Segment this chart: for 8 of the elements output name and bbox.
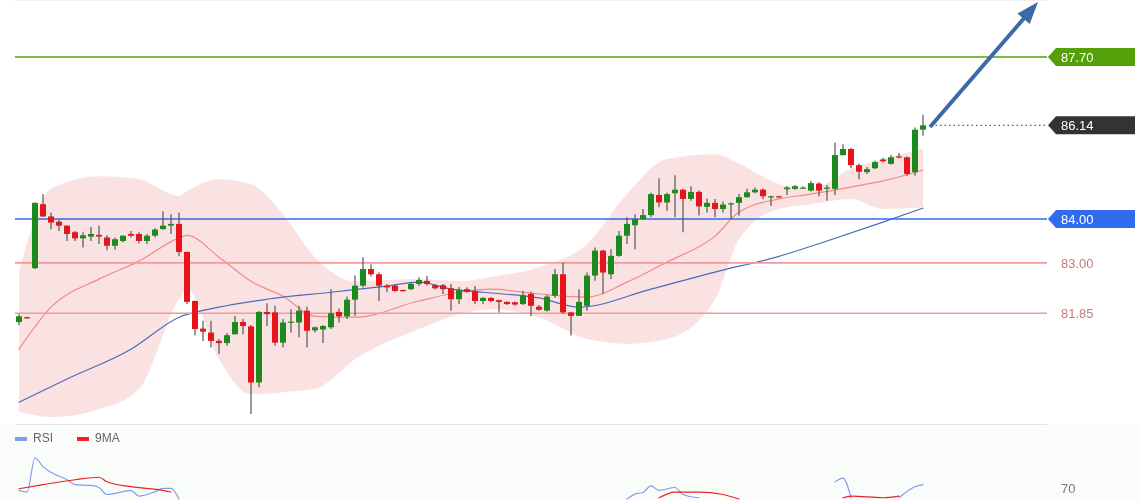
y-tick-label: 86.14: [1061, 118, 1094, 134]
y-tick-label: 81.85: [1061, 306, 1094, 322]
y-tick-label: 87.70: [1061, 49, 1094, 65]
legend-label: 9MA: [95, 431, 120, 445]
y-tick-label: 84.00: [1061, 212, 1094, 228]
text: 70: [1061, 481, 1076, 496]
legend-label: RSI: [33, 431, 54, 445]
y-tick-label: 83.00: [1061, 255, 1094, 271]
